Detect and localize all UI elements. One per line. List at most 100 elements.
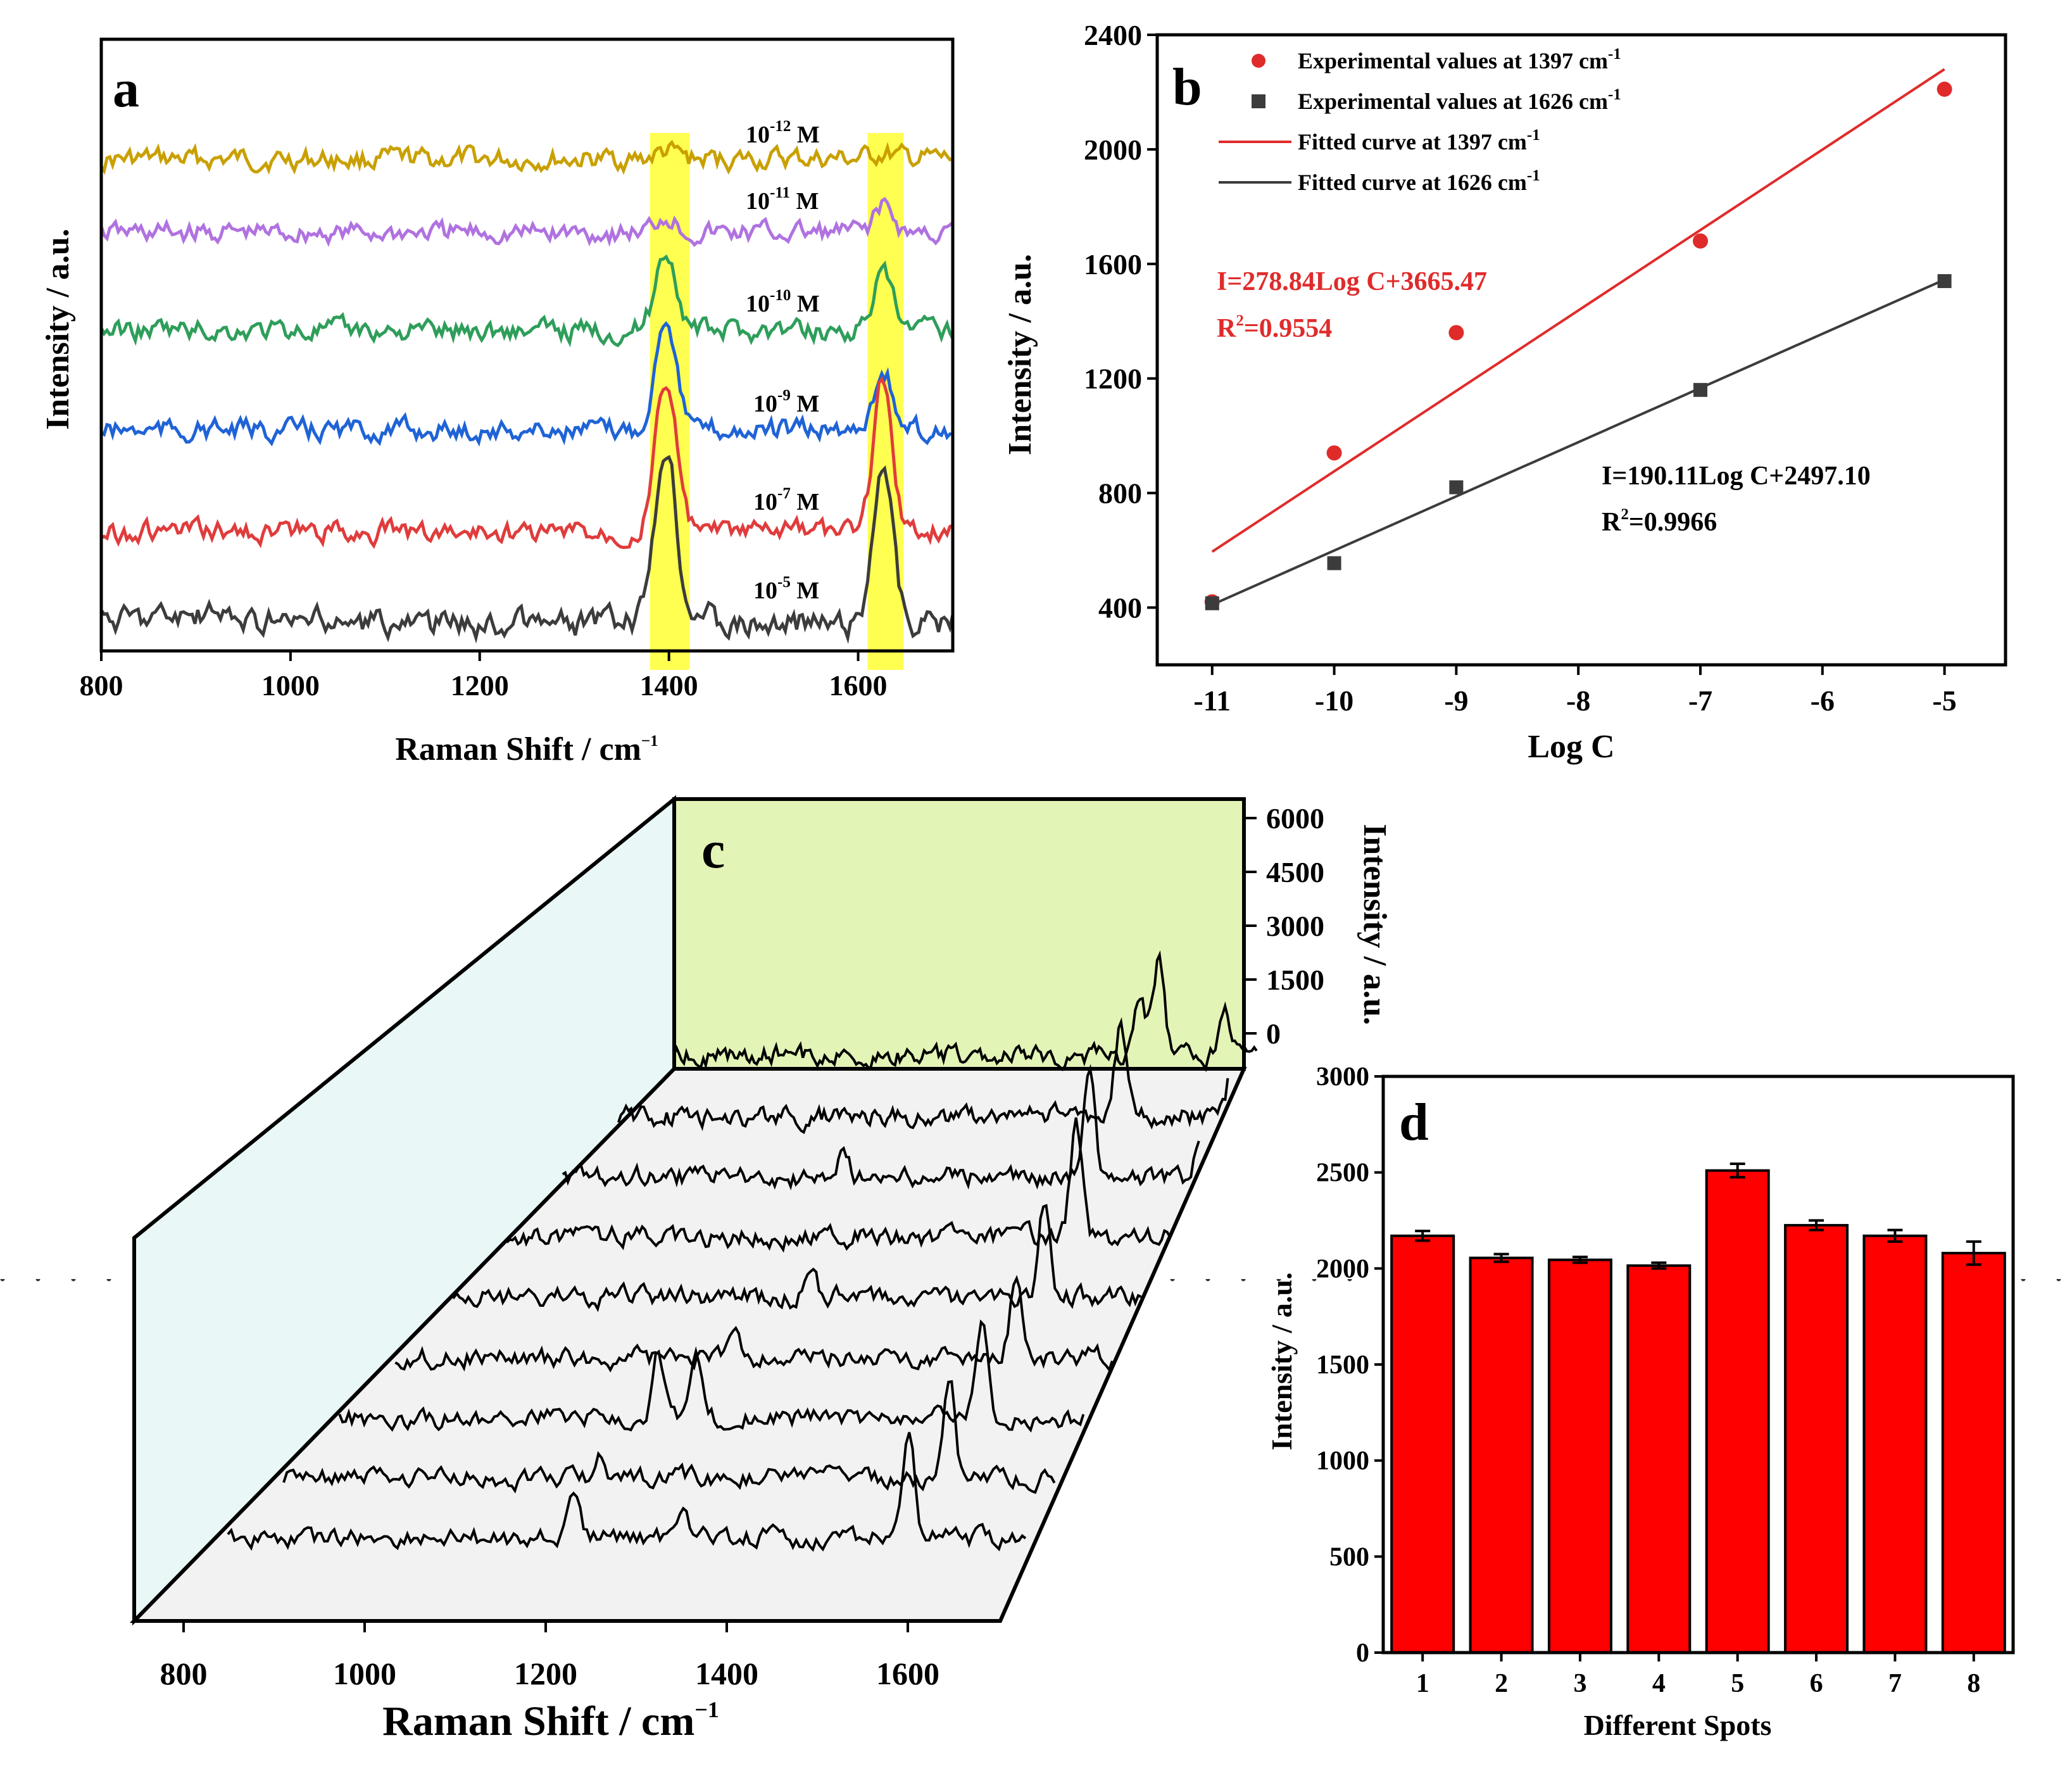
panel-d-x-tick-label: 8 [1967,1669,1980,1698]
panel-b-point-1397 [1692,233,1708,249]
panel-b-fit-line [1211,68,1945,553]
panel-b-point-1397 [1937,81,1952,97]
panel-d-y-tick-label: 1000 [1316,1447,1369,1476]
panel-c-label: c [701,821,725,879]
panel-a-spectra: 800 1000 1200 1400 1600 a Raman Shift / cm−1… [40,37,955,767]
panel-c-x-axis-title: Raman Shift / cm−1 [382,1697,719,1744]
panel-c-spectrum-line [227,1432,1027,1552]
panel-b-legend: Experimental values at 1397 cm-1 Experime… [1219,46,1621,195]
panel-a-x-tick-label: 1600 [829,669,888,702]
panel-a-spectrum-line [99,254,955,348]
panel-a-concentration-label: 10-11 M [746,184,819,215]
panel-d-bar [1390,1234,1455,1654]
panel-b-y-tick-label: 2000 [1084,134,1142,166]
panel-a-concentration-label: 10-12 M [746,118,820,148]
panel-c-spectrum-line [450,1204,1142,1313]
panel-b-label: b [1172,58,1202,117]
panel-a-x-tick-label: 1000 [261,669,320,702]
panel-b-x-tick-label: -9 [1444,684,1468,717]
panel-b-x-tick-label: -6 [1811,684,1835,717]
panel-d-y-tick-label: 2000 [1316,1254,1369,1283]
panel-b-y-tick-label: 2400 [1084,19,1142,51]
panel-b-point-1626 [1449,480,1464,495]
panel-d-x-tick-label: 2 [1495,1669,1508,1698]
panel-c-z-tick-label: 3000 [1266,910,1324,942]
panel-d-bar [1784,1224,1849,1654]
panel-b-y-axis-title: Intensity / a.u. [1002,254,1038,455]
panel-d-x-axis-title: Different Spots [1584,1709,1772,1741]
panel-a-concentration-label: 10-9 M [753,387,819,417]
panel-b-point-1397 [1448,325,1464,341]
panel-a-spectrum-line [99,455,955,645]
panel-c-z-tick-label: 4500 [1266,856,1324,888]
panel-b-y-tick-label: 400 [1098,592,1142,624]
panel-b-x-tick-label: -5 [1932,684,1956,717]
panel-d-x-tick-label: 5 [1731,1669,1744,1698]
panel-d-y-tick-label: 500 [1329,1542,1369,1572]
panel-b-x-tick-label: -8 [1566,684,1590,717]
panel-a-concentration-label: 10-7 M [753,485,819,515]
panel-b-x-tick-label: -10 [1315,684,1353,717]
panel-b-y-tick-label: 1600 [1084,248,1142,280]
panel-a-spectrum-line [99,197,954,248]
panel-c-spectrum-line [506,1117,1171,1253]
panel-b-fit-line [1211,278,1945,606]
panel-b-equation-black: I=190.11Log C+2497.10 [1602,462,1871,491]
panel-b-x-tick-label: -11 [1193,684,1231,717]
panel-c-x-tick-label: 1400 [695,1656,758,1691]
panel-b-point-1397 [1326,445,1342,461]
panel-b-point-1626 [1327,556,1341,570]
panel-d-y-tick-label: 2500 [1316,1159,1369,1188]
legend-marker-square [1252,94,1265,108]
panel-c-z-tick-label: 1500 [1266,964,1324,996]
panel-c-x-tick-label: 1000 [333,1656,396,1691]
legend-entry-label: Experimental values at 1397 cm-1 [1298,46,1621,73]
panel-a-spectrum-line [99,139,953,175]
panel-d-x-tick-label: 4 [1652,1669,1666,1698]
legend-marker-circle [1252,54,1265,68]
panel-c-spectrum-line [282,1380,1056,1494]
legend-entry-label: Experimental values at 1626 cm-1 [1298,86,1621,114]
panel-d-label: d [1399,1093,1429,1152]
panel-b-point-1626 [1205,596,1219,610]
panel-a-y-axis-title: Intensity / a.u. [40,229,76,430]
panel-b-y-tick-label: 800 [1098,477,1142,510]
panel-c-spectrum-line [394,1275,1114,1373]
panel-d-x-tick-label: 6 [1810,1669,1823,1698]
panel-c-z-tick-label: 6000 [1266,802,1324,835]
panel-c-spectrum-line [562,1064,1200,1190]
panel-a-plot-frame [99,37,955,653]
legend-entry-label: Fitted curve at 1397 cm-1 [1298,127,1540,154]
panel-b-equation-red: I=278.84Log C+3665.47 [1217,267,1487,296]
panel-c-spectrum-line [338,1319,1085,1433]
panel-a-x-tick-label: 1200 [451,669,509,702]
panel-a-concentration-label: 10-10 M [746,287,820,317]
panel-d-y-tick-label: 1500 [1316,1351,1369,1380]
panel-a-spectrum-line [100,376,953,550]
panel-c-z-axis-title: Intensity / a.u. [1357,824,1393,1025]
panel-d-bar [1469,1256,1534,1654]
panel-d-y-tick-label: 0 [1356,1639,1369,1668]
panel-d-y-axis-title: Intensity / a.u. [1265,1272,1298,1450]
panel-c-x-tick-label: 1600 [876,1656,939,1691]
panel-b-point-1626 [1937,274,1952,288]
panel-d-bar [1941,1252,2006,1654]
panel-c-x-tick-label: 800 [160,1656,208,1691]
panel-d-x-tick-label: 7 [1888,1669,1902,1698]
panel-a-concentration-label: 10-5 M [753,574,819,604]
panel-d-bar [1862,1234,1928,1654]
panel-d-bar [1547,1258,1612,1654]
panel-c-spectrum-line [673,950,1258,1073]
panel-c-back-wall [672,797,1246,1071]
panel-b-point-1626 [1693,382,1707,397]
panel-c-z-tick-label: 0 [1266,1018,1281,1050]
panel-d-bar [1705,1169,1770,1654]
panel-b-plot-frame [1155,33,2007,667]
panel-a-x-axis-title: Raman Shift / cm−1 [395,731,658,767]
panel-d-bar-chart: 1 2 3 4 5 6 7 8 0 500 1000 1500 2000 2500 3000 d Diffe… [1265,1062,2015,1741]
panel-b-r2-red: R2=0.9554 [1217,312,1332,343]
panel-b-calibration: -11 -10 -9 -8 -7 -6 -5 400 800 1200 1600 2000 2400 b… [1002,19,2007,765]
panel-b-y-tick-label: 1200 [1084,363,1142,395]
